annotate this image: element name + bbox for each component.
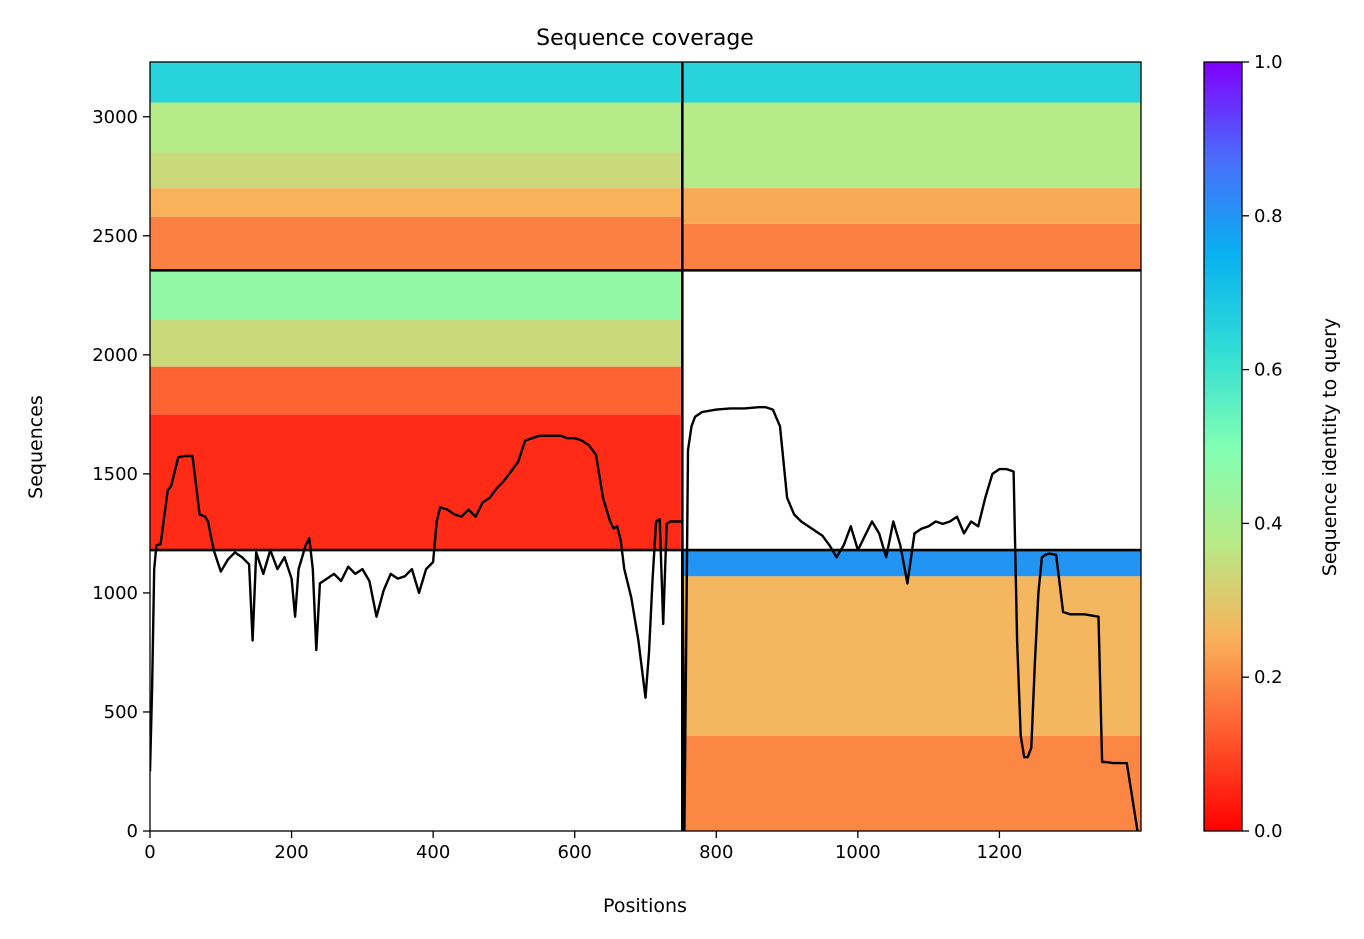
x-axis-label: Positions (603, 895, 687, 917)
colorbar-fill (1204, 62, 1242, 831)
colorbar: 0.0 0.2 0.4 0.6 0.8 1.0 Sequence identity to … (1203, 52, 1341, 842)
coverage-band (150, 62, 681, 103)
x-tick-label: 1200 (977, 842, 1023, 863)
coverage-band (682, 62, 1141, 103)
plot-area (149, 61, 1142, 832)
coverage-blocks (150, 62, 1141, 831)
colorbar-tick-label: 0.6 (1254, 360, 1283, 381)
coverage-band (150, 188, 681, 217)
colorbar-tick-label: 0.2 (1254, 667, 1283, 688)
coverage-band (682, 223, 1141, 271)
colorbar-tick-label: 0.8 (1254, 206, 1283, 227)
coverage-band (150, 270, 681, 320)
y-axis-label: Sequences (25, 395, 47, 499)
y-tick-label: 2500 (92, 226, 138, 247)
x-axis-ticks: 0 200 400 600 800 1000 1200 (144, 831, 1022, 863)
coverage-band (682, 102, 1141, 189)
y-tick-label: 0 (127, 821, 138, 842)
colorbar-tick-label: 0.4 (1254, 513, 1283, 534)
y-tick-label: 2000 (92, 345, 138, 366)
y-tick-label: 3000 (92, 107, 138, 128)
y-axis-ticks: 0 500 1000 1500 2000 2500 3000 (92, 107, 150, 842)
x-tick-label: 800 (699, 842, 733, 863)
plot-frame (149, 61, 1142, 832)
coverage-band (150, 152, 681, 189)
chart-title: Sequence coverage (536, 26, 754, 51)
coverage-band (682, 188, 1141, 224)
x-tick-label: 600 (558, 842, 592, 863)
coverage-band (150, 414, 681, 551)
colorbar-frame (1203, 61, 1243, 832)
coverage-band (150, 366, 681, 415)
coverage-band (150, 319, 681, 367)
y-tick-label: 1500 (92, 464, 138, 485)
colorbar-tick-label: 0.0 (1254, 821, 1283, 842)
coverage-band (150, 102, 681, 153)
coverage-band (682, 576, 1141, 736)
coverage-band (150, 216, 681, 271)
colorbar-label: Sequence identity to query (1319, 318, 1341, 576)
x-tick-label: 400 (416, 842, 450, 863)
coverage-band (682, 735, 1141, 831)
y-tick-label: 1000 (92, 583, 138, 604)
y-tick-label: 500 (104, 702, 138, 723)
block-boundaries (150, 62, 1141, 831)
x-tick-label: 1000 (835, 842, 881, 863)
coverage-line (150, 406, 1139, 831)
x-tick-label: 0 (144, 842, 155, 863)
colorbar-tick-label: 1.0 (1254, 52, 1283, 73)
colorbar-ticks: 0.0 0.2 0.4 0.6 0.8 1.0 (1242, 52, 1283, 842)
x-tick-label: 200 (274, 842, 308, 863)
